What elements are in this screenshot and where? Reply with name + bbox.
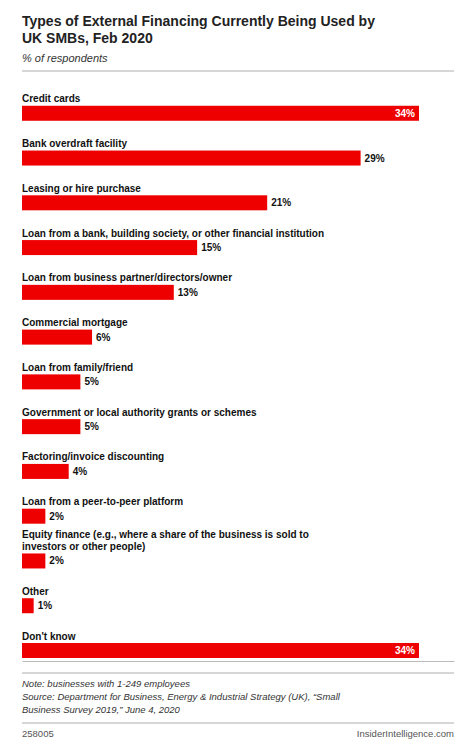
bar bbox=[22, 598, 34, 613]
title: Types of External Financing Currently Be… bbox=[22, 13, 375, 46]
data-label: 5% bbox=[84, 376, 99, 387]
category-label: Equity finance (e.g., where a share of t… bbox=[22, 529, 309, 552]
data-label: 5% bbox=[84, 421, 99, 432]
data-label: 29% bbox=[365, 153, 385, 164]
category-label: Don't know bbox=[22, 631, 76, 642]
separator bbox=[22, 71, 454, 72]
footer: InsiderIntelligence.com bbox=[357, 728, 454, 739]
category-label: Other bbox=[22, 586, 49, 597]
data-label: 34% bbox=[395, 108, 415, 119]
bar bbox=[22, 240, 197, 255]
data-label: 2% bbox=[49, 511, 64, 522]
bar bbox=[22, 106, 419, 121]
category-label: Loan from business partner/directors/own… bbox=[22, 272, 232, 283]
category-label: Bank overdraft facility bbox=[22, 138, 127, 149]
category-label: Loan from a peer-to-peer platform bbox=[22, 496, 183, 507]
note: Note: businesses with 1-249 employees bbox=[22, 678, 190, 689]
chart: Types of External Financing Currently Be… bbox=[0, 0, 470, 749]
data-label: 21% bbox=[271, 197, 291, 208]
labels: Credit cards Bank overdraft facility Leasi… bbox=[22, 93, 415, 656]
category-label: Commercial mortgage bbox=[22, 317, 128, 328]
category-label: Leasing or hire purchase bbox=[22, 183, 141, 194]
note: Source: Department for Business, Energy … bbox=[22, 691, 341, 702]
bars bbox=[22, 106, 419, 658]
data-label: 2% bbox=[49, 555, 64, 566]
data-label: 4% bbox=[73, 466, 88, 477]
bar bbox=[22, 419, 80, 434]
separator bbox=[22, 673, 454, 674]
data-label: 13% bbox=[178, 287, 198, 298]
separator bbox=[22, 723, 454, 724]
bar bbox=[22, 643, 419, 658]
bar bbox=[22, 151, 361, 166]
data-label: 15% bbox=[201, 242, 221, 253]
x-axis bbox=[23, 661, 455, 662]
data-label: 34% bbox=[395, 645, 415, 656]
bar bbox=[22, 509, 45, 524]
bar bbox=[22, 553, 45, 568]
category-label: Credit cards bbox=[22, 93, 81, 104]
bar bbox=[22, 374, 80, 389]
data-label: 6% bbox=[96, 332, 111, 343]
x-axis-domain bbox=[23, 661, 455, 662]
bar bbox=[22, 464, 69, 479]
note: Business Survey 2019,” June 4, 2020 bbox=[22, 704, 181, 715]
category-label: Loan from family/friend bbox=[22, 362, 133, 373]
category-label: Government or local authority grants or … bbox=[22, 407, 257, 418]
bar bbox=[22, 330, 92, 345]
category-label: Factoring/invoice discounting bbox=[22, 451, 164, 462]
footer: 258005 bbox=[22, 728, 54, 739]
subtitle: % of respondents bbox=[22, 52, 108, 64]
data-label: 1% bbox=[38, 600, 53, 611]
bar bbox=[22, 285, 174, 300]
category-label: Loan from a bank, building society, or o… bbox=[22, 228, 324, 239]
bar bbox=[22, 195, 267, 210]
